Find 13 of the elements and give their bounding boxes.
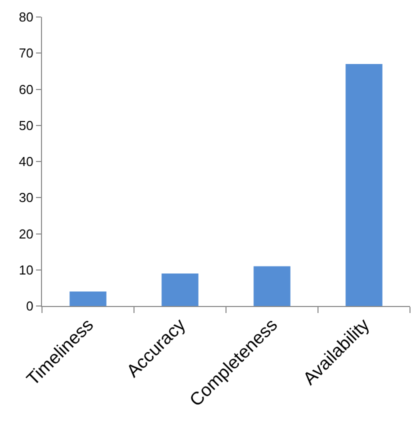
y-tick-label: 10 bbox=[18, 262, 34, 278]
y-tick-label: 40 bbox=[18, 154, 34, 170]
bar bbox=[346, 64, 382, 306]
bar bbox=[254, 266, 290, 306]
bar bbox=[70, 292, 106, 306]
y-tick-label: 80 bbox=[18, 10, 34, 25]
y-tick-label: 70 bbox=[18, 46, 34, 61]
y-tick-label: 0 bbox=[26, 298, 34, 314]
bar bbox=[162, 273, 198, 306]
y-tick-label: 60 bbox=[18, 82, 34, 97]
y-tick-label: 20 bbox=[18, 226, 34, 242]
y-tick-label: 30 bbox=[18, 190, 34, 206]
y-tick-label: 50 bbox=[18, 118, 34, 133]
